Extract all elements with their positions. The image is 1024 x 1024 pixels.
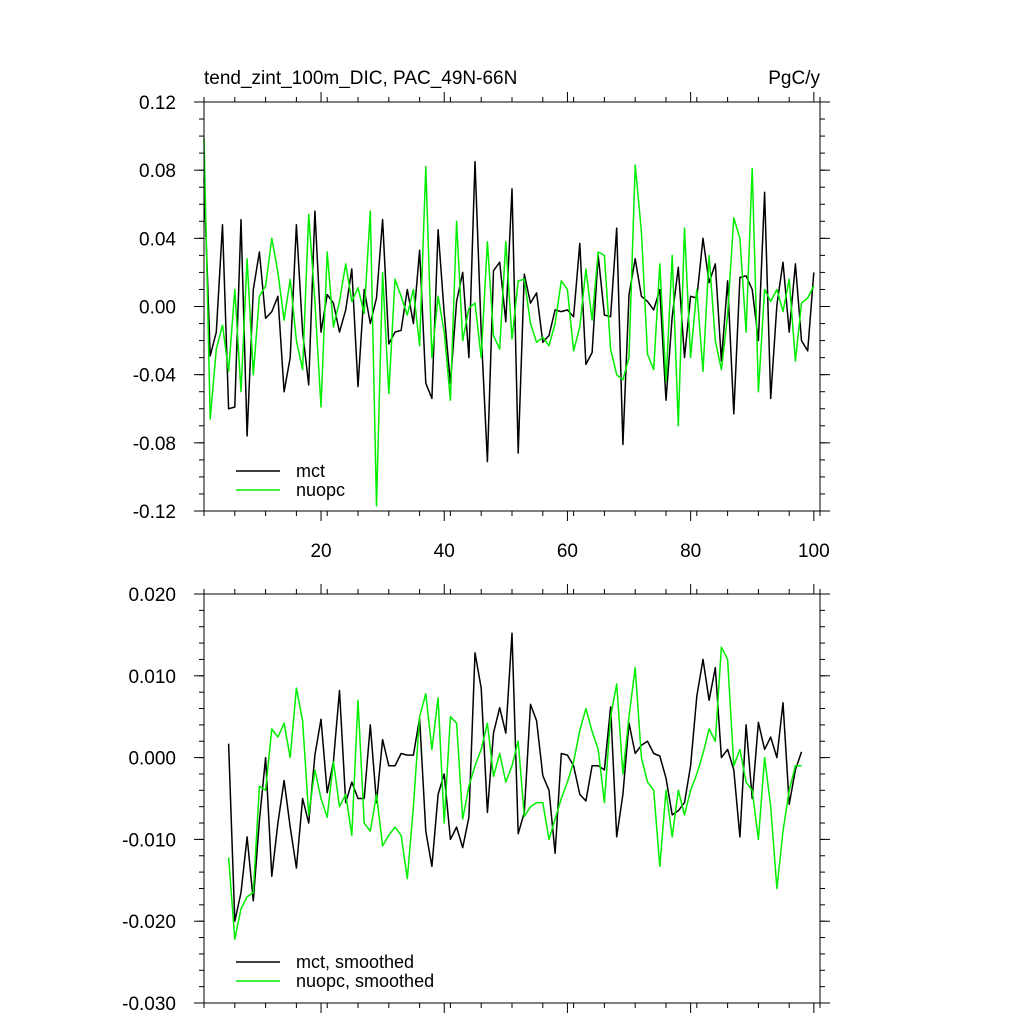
top-x-tick-label: 80 [680, 541, 701, 562]
top-y-tick-label: 0.00 [139, 298, 176, 319]
bottom-y-tick-label: -0.010 [122, 830, 176, 851]
top-series-line-mct [203, 160, 815, 463]
bottom-legend: mct, smoothed nuopc, smoothed [236, 952, 434, 991]
top-x-tick-label: 100 [798, 541, 830, 562]
top-y-tick-label: -0.04 [133, 366, 177, 387]
top-y-tick-label: -0.12 [133, 502, 176, 523]
legend-label-nuopc: nuopc [296, 480, 345, 500]
top-y-tick-label: -0.08 [133, 434, 176, 455]
bottom-y-tick-label: -0.020 [122, 912, 176, 933]
legend-label-nuopc-smoothed: nuopc, smoothed [296, 971, 434, 991]
legend-label-mct-smoothed: mct, smoothed [296, 952, 414, 972]
bottom-y-tick-label: -0.030 [122, 994, 176, 1015]
top-y-tick-label: 0.12 [139, 93, 176, 114]
bottom-series-layer [227, 632, 803, 940]
top-legend: mct nuopc [236, 461, 345, 500]
chart-title: tend_zint_100m_DIC, PAC_49N-66N [204, 68, 517, 89]
bottom-ticks-layer: 0.020 0.010 0.000 -0.010 -0.020 -0.030 [122, 584, 830, 1015]
top-series-line-nuopc [203, 137, 815, 507]
bottom-y-tick-label: 0.000 [128, 749, 176, 770]
top-ticks-layer: 0.12 0.08 0.04 0.00 -0.04 -0.08 -0.12 20 40 60 80 1… [133, 92, 830, 562]
top-x-tick-label: 60 [557, 541, 578, 562]
top-x-tick-label: 40 [434, 541, 455, 562]
top-x-tick-label: 20 [310, 541, 331, 562]
chart-units: PgC/y [768, 68, 820, 89]
top-series-layer [203, 137, 815, 507]
bottom-series-line-mct-smoothed [227, 632, 803, 922]
top-y-tick-label: 0.08 [139, 161, 176, 182]
chart-top: tend_zint_100m_DIC, PAC_49N-66N PgC/y 0.… [133, 68, 830, 562]
legend-label-mct: mct [296, 461, 325, 481]
bottom-y-tick-label: 0.020 [128, 585, 176, 606]
chart-bottom: 0.020 0.010 0.000 -0.010 -0.020 -0.030 mct, s… [122, 584, 830, 1015]
bottom-y-tick-label: 0.010 [128, 667, 176, 688]
bottom-series-line-nuopc-smoothed [227, 646, 802, 940]
top-y-tick-label: 0.04 [139, 229, 176, 250]
